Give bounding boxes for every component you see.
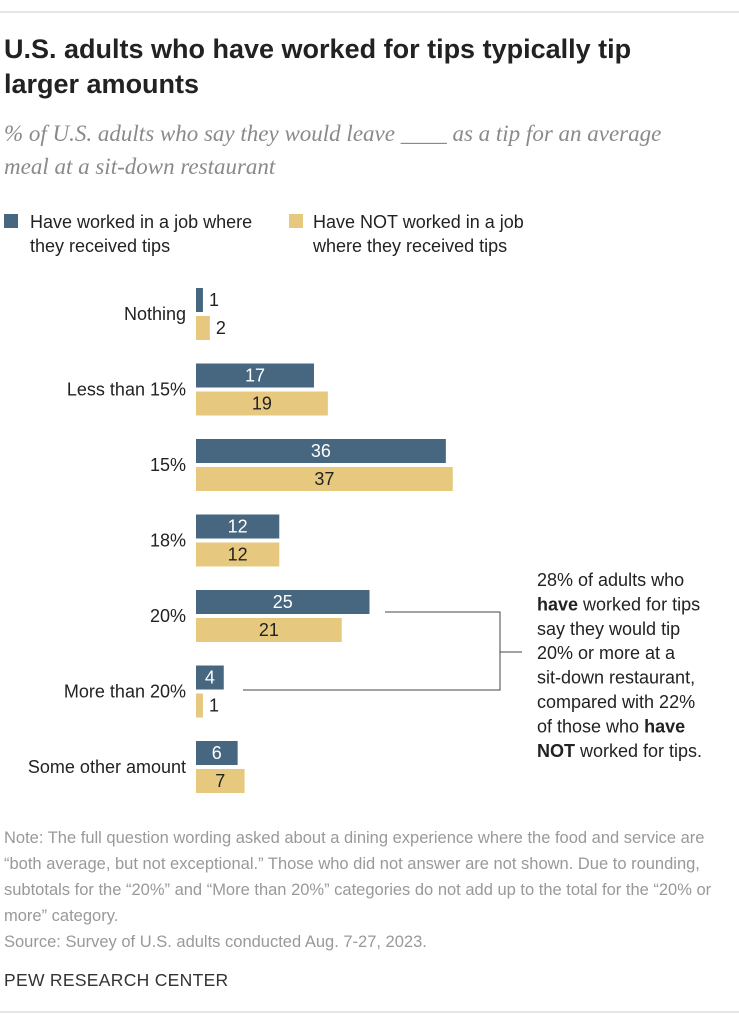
- footer: PEW RESEARCH CENTER: [4, 970, 229, 990]
- bar: [196, 391, 328, 416]
- annotation-run: compared with 22%: [537, 692, 695, 712]
- value-label: 1: [209, 290, 219, 310]
- category-label: More than 20%: [64, 681, 186, 701]
- value-label: 7: [215, 771, 225, 791]
- value-label: 25: [273, 592, 293, 612]
- bar: [196, 542, 280, 567]
- category-label: 15%: [150, 455, 186, 475]
- bar: [196, 288, 203, 312]
- annotation-run: worked for tips.: [575, 741, 702, 761]
- annotation-line: NOT worked for tips.: [537, 741, 702, 761]
- bar: [196, 665, 224, 690]
- value-label: 12: [228, 516, 248, 536]
- legend-swatch: [4, 214, 18, 228]
- value-label: 17: [245, 365, 265, 385]
- source: Source: Survey of U.S. adults conducted …: [4, 933, 427, 951]
- annotation-line: of those who have: [537, 716, 685, 736]
- category-label: 18%: [150, 530, 186, 550]
- annotation-run: have: [537, 594, 578, 614]
- bar: [196, 741, 238, 765]
- value-label: 4: [205, 667, 215, 687]
- bar: [196, 514, 280, 539]
- bracket: [243, 611, 501, 691]
- value-label: 1: [209, 695, 219, 715]
- category-label: Nothing: [124, 304, 186, 324]
- bar: [196, 693, 203, 718]
- annotation-run: have: [644, 716, 685, 736]
- annotation-run: 20% or more at a: [537, 643, 676, 663]
- value-label: 6: [212, 743, 222, 763]
- bar: [196, 467, 453, 491]
- value-label: 36: [311, 441, 331, 461]
- bar: [196, 590, 370, 614]
- annotation-run: worked for tips: [578, 594, 700, 614]
- value-label: 2: [216, 318, 226, 338]
- category-label: Some other amount: [28, 757, 186, 777]
- legend-label: Have worked in a job where they received…: [30, 212, 253, 256]
- annotation-line: sit-down restaurant,: [537, 667, 695, 687]
- title: U.S. adults who have worked for tips typ…: [4, 34, 632, 99]
- annotation-run: say they would tip: [537, 619, 680, 639]
- value-label: 12: [228, 544, 248, 564]
- annotation-run: 28% of adults who: [537, 570, 684, 590]
- annotation-run: sit-down restaurant,: [537, 667, 695, 687]
- legend-label: Have NOT worked in a job where they rece…: [313, 212, 524, 256]
- annotation-line: 20% or more at a: [537, 643, 676, 663]
- bar: [196, 618, 342, 642]
- subtitle: % of U.S. adults who say they would leav…: [4, 121, 662, 179]
- bar: [196, 363, 314, 388]
- category-label: Less than 15%: [67, 379, 186, 399]
- annotation-line: say they would tip: [537, 619, 680, 639]
- bar: [196, 316, 210, 340]
- annotation-line: have worked for tips: [537, 594, 700, 614]
- annotation-run: NOT: [537, 741, 575, 761]
- category-label: 20%: [150, 606, 186, 626]
- bar: [196, 439, 446, 463]
- value-label: 37: [314, 469, 334, 489]
- note: Note: The full question wording asked ab…: [4, 829, 712, 925]
- bar: [196, 769, 245, 793]
- value-label: 21: [259, 620, 279, 640]
- annotation-line: 28% of adults who: [537, 570, 684, 590]
- legend-swatch: [289, 214, 303, 228]
- value-label: 19: [252, 393, 272, 413]
- annotation-line: compared with 22%: [537, 692, 695, 712]
- annotation-run: of those who: [537, 716, 644, 736]
